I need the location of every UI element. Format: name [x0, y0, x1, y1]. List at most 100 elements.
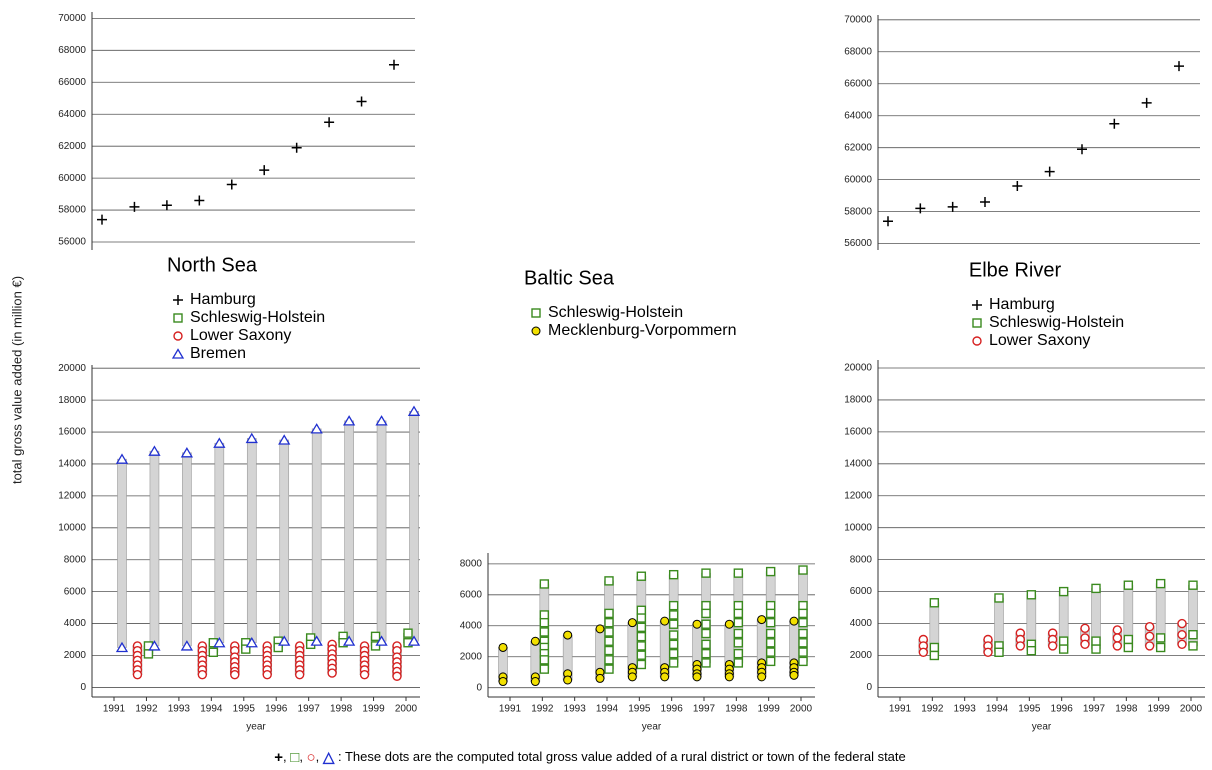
y-tick-label: 18000 [58, 395, 86, 406]
point [604, 655, 614, 665]
point [324, 117, 335, 128]
point [636, 622, 647, 633]
x-tick-label: 1999 [758, 704, 781, 715]
x-tick-label: 1998 [725, 704, 748, 715]
point [798, 608, 808, 619]
legend-label: Hamburg [989, 296, 1055, 313]
range-bar [246, 438, 257, 644]
point [929, 642, 940, 653]
range-bar [311, 428, 322, 642]
point [194, 195, 205, 206]
legend-marker [972, 336, 982, 346]
legend-label: Mecklenburg-Vorpommern [548, 322, 737, 339]
y-tick-label: 8000 [850, 554, 873, 565]
point [1091, 583, 1101, 594]
footnote: +, □, ○, △ : These dots are the computed… [274, 749, 906, 766]
point [1155, 633, 1166, 643]
footnote-symbol: △ [322, 749, 335, 766]
point [915, 203, 926, 214]
point [798, 565, 808, 575]
footnote-symbol: ○ [307, 749, 316, 766]
point [692, 672, 702, 682]
x-tick-label: 1994 [986, 704, 1009, 715]
point [929, 650, 940, 661]
point [636, 641, 647, 651]
point [595, 673, 605, 683]
point [241, 644, 251, 654]
y-tick-label: 70000 [58, 13, 86, 24]
y-tick-label: 8000 [64, 554, 87, 565]
y-tick-label: 0 [80, 682, 86, 693]
x-tick-label: 1996 [265, 704, 288, 715]
point [1012, 181, 1023, 192]
point [407, 635, 421, 646]
y-tick-label: 2000 [460, 651, 483, 662]
y-tick-label: 2000 [850, 650, 873, 661]
point [1015, 641, 1026, 651]
point [1091, 644, 1101, 654]
point [213, 636, 226, 648]
point [604, 645, 614, 656]
point [701, 658, 711, 668]
point [798, 617, 808, 628]
x-tick-label: 1996 [661, 704, 684, 715]
point [115, 641, 129, 653]
point [342, 635, 356, 646]
point [724, 672, 734, 682]
x-tick-label: 1999 [1148, 704, 1171, 715]
point [1112, 625, 1123, 635]
point [604, 576, 614, 586]
y-tick-label: 20000 [844, 363, 872, 374]
point [604, 617, 614, 628]
point [660, 616, 670, 626]
y-tick-label: 6000 [460, 589, 483, 600]
point [375, 635, 388, 646]
y-tick-label: 66000 [58, 77, 86, 88]
point [273, 642, 283, 653]
point [668, 600, 679, 611]
point [403, 628, 413, 638]
point [1123, 634, 1134, 645]
y-tick-label: 6000 [64, 586, 87, 597]
y-tick-label: 14000 [844, 458, 872, 469]
point [539, 617, 550, 628]
chart-title: North Sea [167, 254, 258, 276]
footnote-text: : These dots are the computed total gros… [334, 749, 905, 764]
point [765, 628, 776, 639]
point [765, 617, 776, 628]
point [1026, 590, 1037, 600]
range-bar [279, 439, 290, 642]
point [604, 627, 614, 637]
point [595, 624, 605, 634]
point [291, 142, 302, 153]
legend-label: Schleswig-Holstein [190, 309, 325, 326]
point [539, 579, 550, 589]
point [1188, 580, 1198, 590]
point [636, 571, 647, 581]
y-tick-label: 20000 [58, 363, 86, 374]
point [1112, 641, 1123, 651]
point [375, 415, 388, 426]
footnote-symbol: □ [290, 749, 299, 766]
point [262, 669, 272, 680]
point [947, 201, 958, 212]
point [798, 647, 808, 657]
y-tick-label: 64000 [58, 109, 86, 120]
y-tick-label: 4000 [64, 618, 87, 629]
point [883, 216, 893, 227]
y-tick-label: 16000 [58, 427, 86, 438]
legend-label: Lower Saxony [989, 332, 1090, 349]
x-tick-label: 1995 [1018, 704, 1041, 715]
point [259, 165, 270, 176]
point [765, 600, 776, 611]
point [733, 617, 744, 628]
point [359, 669, 370, 680]
point [539, 610, 550, 620]
point [1144, 641, 1155, 651]
point [1091, 636, 1101, 646]
legend-label: Lower Saxony [190, 327, 291, 344]
point [180, 640, 194, 651]
x-tick-label: 1997 [298, 704, 321, 715]
point [327, 668, 337, 678]
y-tick-label: 64000 [844, 110, 872, 121]
